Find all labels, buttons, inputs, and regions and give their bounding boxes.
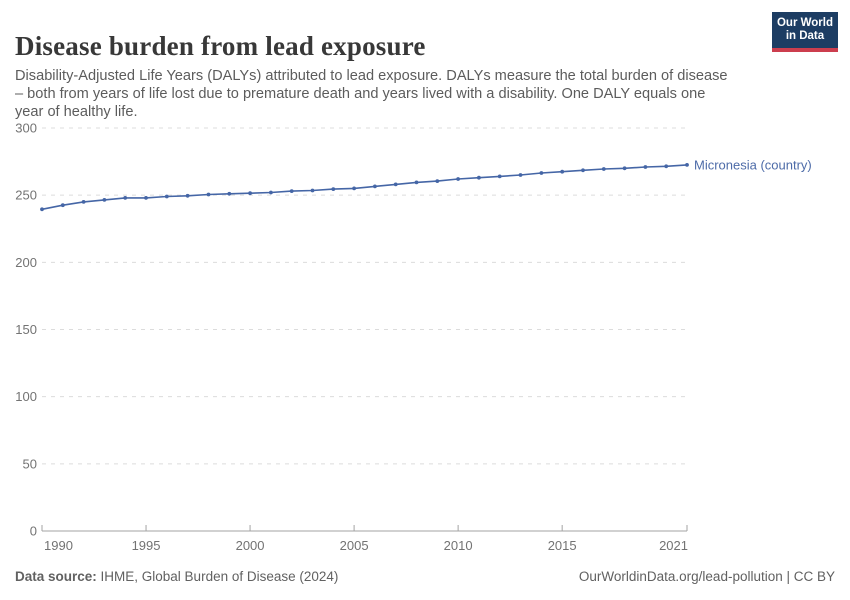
x-tick-label: 2015 — [548, 538, 577, 553]
data-source-label: Data source: — [15, 569, 97, 584]
data-point — [206, 192, 211, 197]
data-point — [601, 167, 606, 171]
data-point — [331, 187, 336, 192]
data-point — [685, 163, 689, 167]
data-point — [622, 166, 627, 171]
owid-logo[interactable]: Our World in Data — [772, 12, 838, 52]
data-point — [185, 193, 190, 198]
footer: Data source: IHME, Global Burden of Dise… — [15, 569, 835, 584]
x-tick-label: 2021 — [659, 538, 688, 553]
data-source: Data source: IHME, Global Burden of Dise… — [15, 569, 338, 584]
page-title: Disease burden from lead exposure — [15, 31, 426, 62]
data-point — [269, 190, 273, 195]
data-point — [456, 177, 460, 181]
data-point — [373, 184, 377, 189]
data-point — [123, 196, 128, 200]
data-point — [164, 194, 169, 199]
x-tick-label: 2000 — [236, 538, 265, 553]
data-point — [227, 191, 232, 196]
data-point — [393, 182, 398, 187]
data-point — [539, 171, 544, 175]
data-point — [40, 207, 44, 212]
data-point — [518, 173, 523, 177]
data-point — [60, 203, 65, 208]
y-tick-label: 250 — [15, 188, 37, 203]
owid-logo-text: Our World in Data — [776, 17, 833, 42]
data-line — [41, 164, 688, 211]
data-point — [81, 200, 86, 204]
data-point — [144, 196, 148, 200]
y-tick-label: 50 — [23, 456, 37, 471]
data-point — [352, 186, 356, 191]
series-label: Micronesia (country) — [694, 157, 812, 172]
page-subtitle: Disability-Adjusted Life Years (DALYs) a… — [15, 67, 728, 121]
data-point — [497, 174, 502, 179]
data-point — [435, 179, 440, 184]
data-point — [643, 165, 648, 169]
y-tick-label: 300 — [15, 121, 37, 136]
data-point — [414, 180, 419, 185]
data-source-text: IHME, Global Burden of Disease (2024) — [96, 569, 339, 584]
x-tick-label: 1990 — [44, 538, 73, 553]
y-tick-label: 150 — [15, 322, 37, 337]
y-tick-label: 0 — [30, 524, 37, 539]
x-tick-label: 1995 — [132, 538, 161, 553]
data-point — [560, 169, 565, 174]
data-point — [102, 198, 107, 202]
y-tick-label: 100 — [15, 389, 37, 404]
x-tick-label: 2005 — [340, 538, 369, 553]
y-tick-label: 200 — [15, 255, 37, 270]
data-point — [664, 164, 669, 169]
x-tick-label: 2010 — [444, 538, 473, 553]
data-point — [581, 168, 585, 173]
data-point — [310, 188, 315, 193]
data-point — [477, 175, 481, 180]
data-point — [248, 191, 253, 196]
data-point — [289, 189, 294, 194]
footer-rights[interactable]: OurWorldinData.org/lead-pollution | CC B… — [578, 569, 835, 584]
